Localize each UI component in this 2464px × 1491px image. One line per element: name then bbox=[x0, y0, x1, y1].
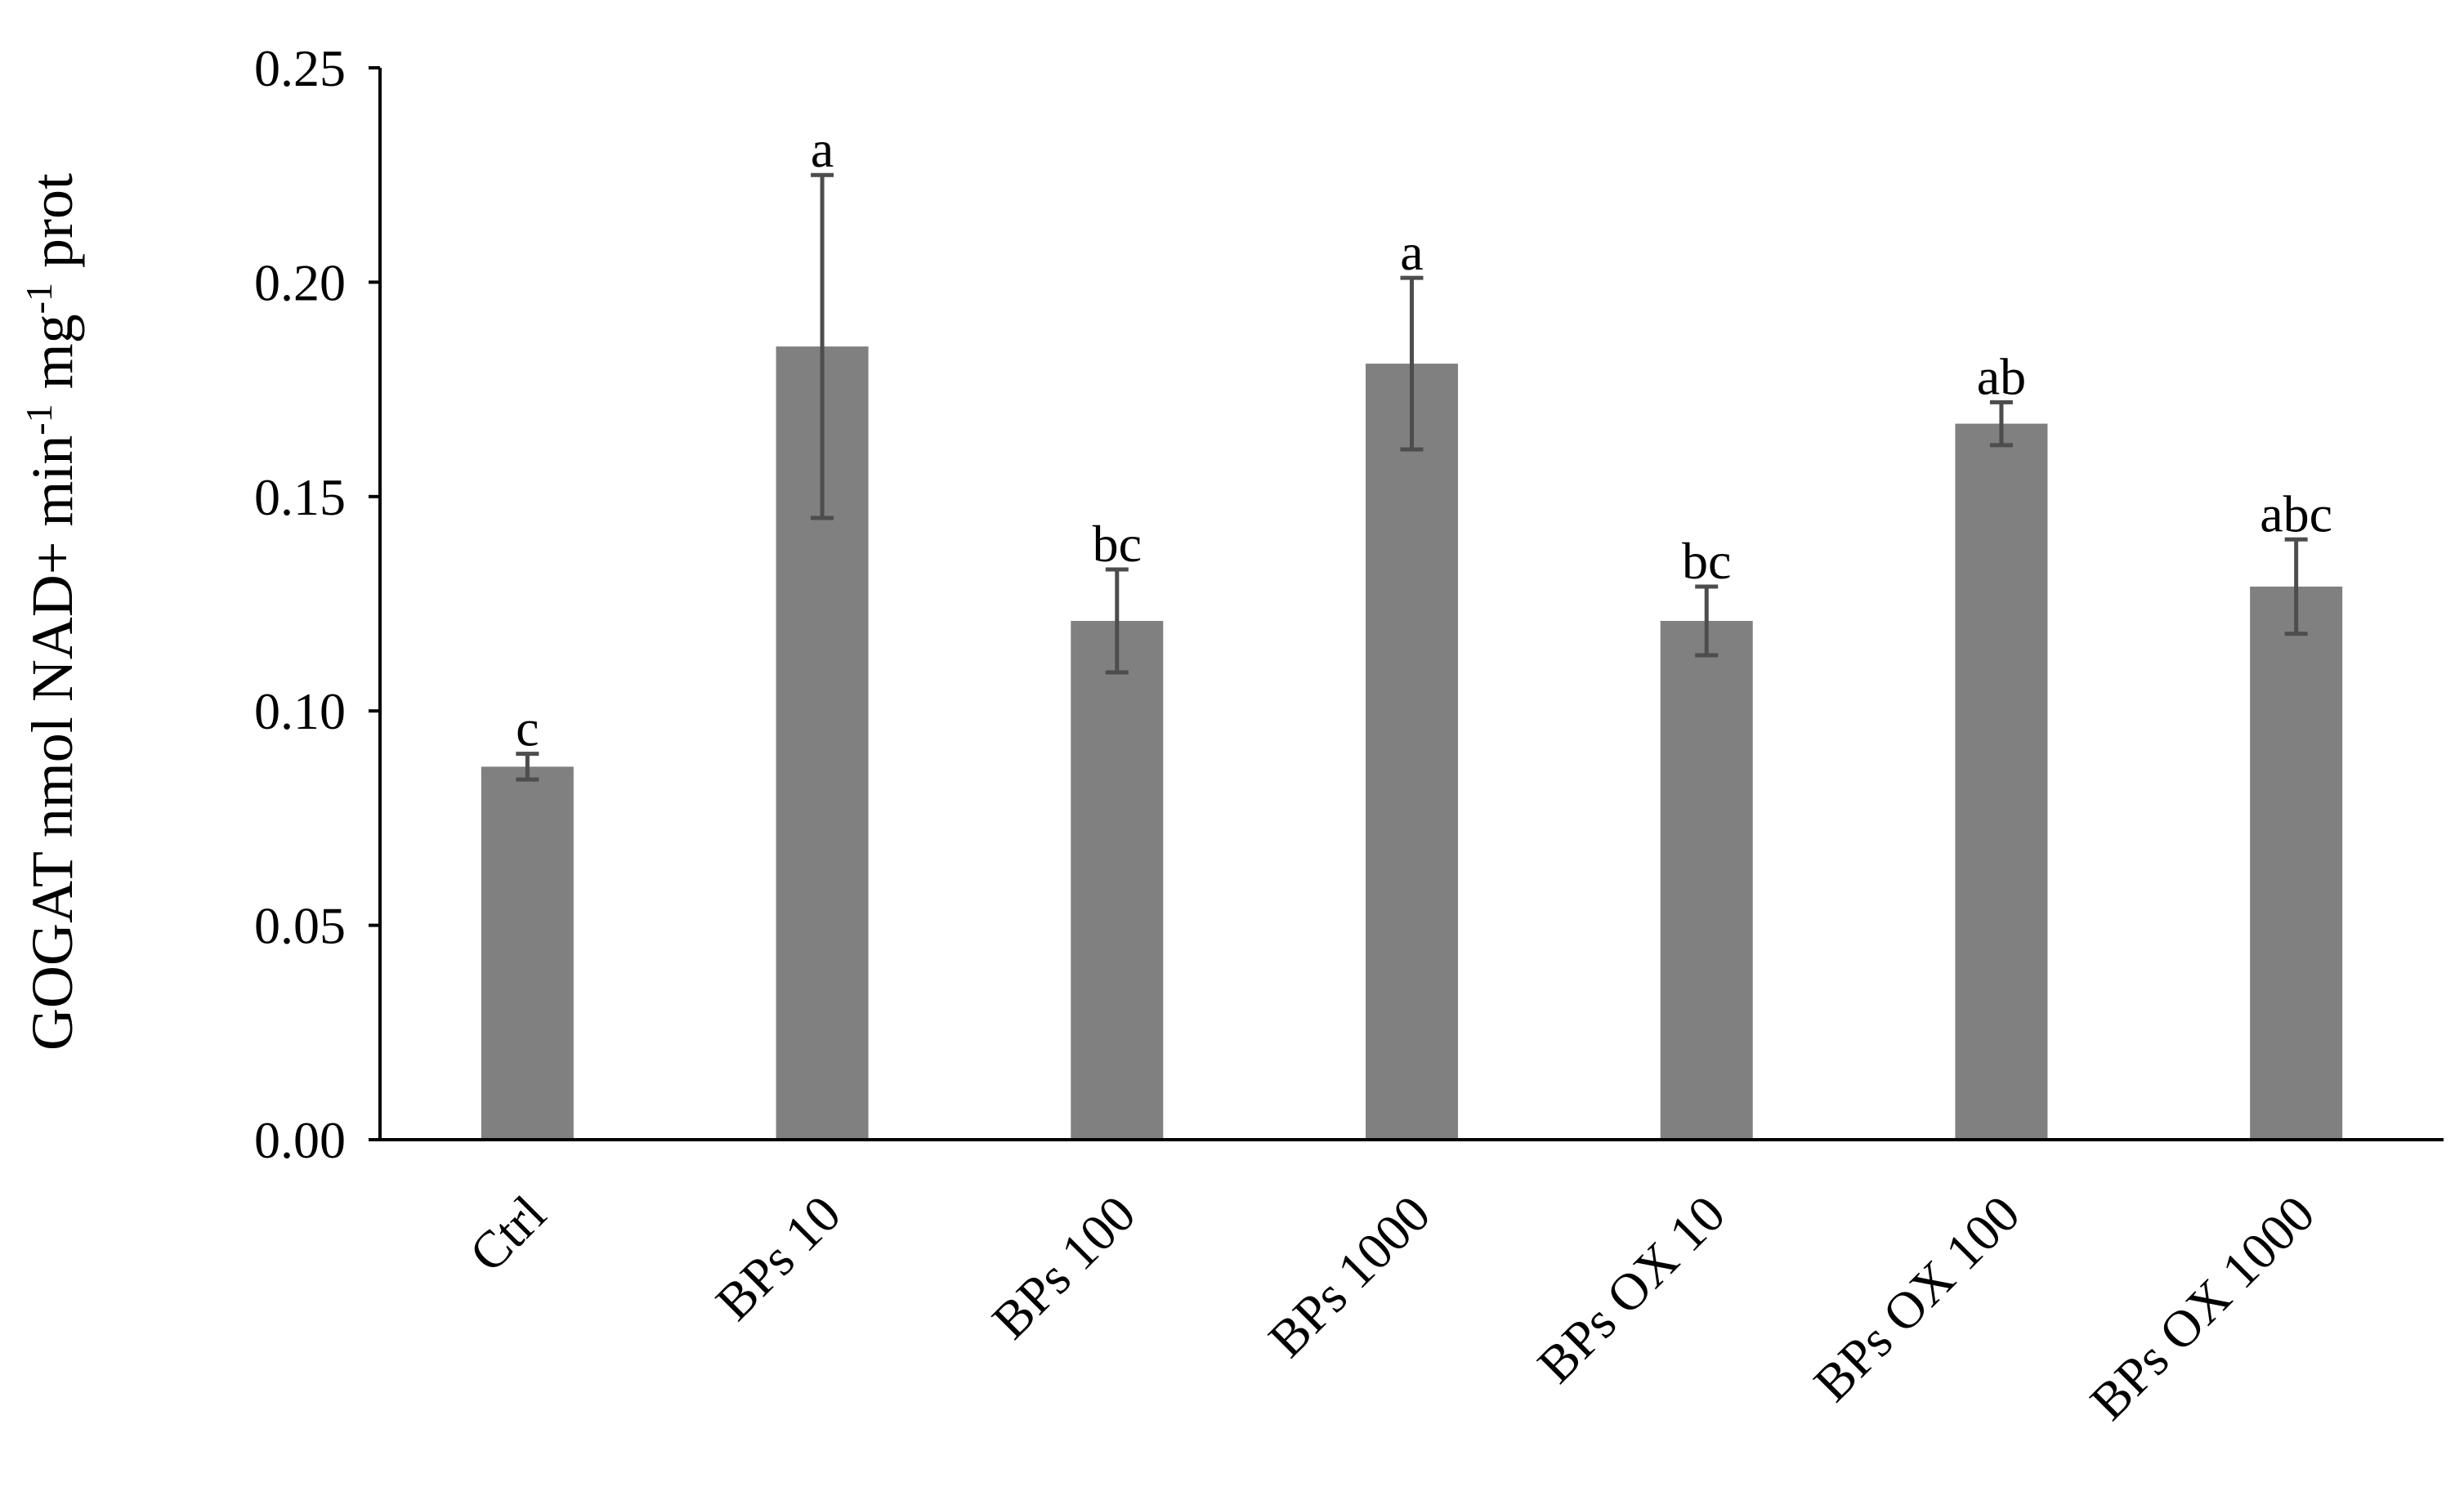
error-bars bbox=[516, 172, 2308, 782]
error-bar bbox=[811, 172, 834, 520]
significance-letter: bc bbox=[1682, 532, 1731, 590]
y-tick-label: 0.05 bbox=[254, 897, 346, 955]
y-axis-title-sup1: -1 bbox=[18, 404, 60, 435]
significance-letter: a bbox=[811, 120, 834, 178]
bar bbox=[1366, 364, 1458, 1140]
significance-letter: abc bbox=[2260, 484, 2332, 542]
x-tick-label: BPs 10 bbox=[704, 1185, 852, 1332]
significance-letter: c bbox=[516, 699, 539, 757]
x-tick-label: Ctrl bbox=[458, 1185, 557, 1283]
bar bbox=[1955, 423, 2048, 1140]
y-tick-label: 0.25 bbox=[254, 39, 346, 97]
y-axis-title-part3: prot bbox=[20, 173, 85, 283]
y-axis-ticks: 0.00 0.05 0.10 0.15 0.20 0.25 bbox=[254, 39, 380, 1169]
y-tick-label: 0.00 bbox=[254, 1111, 346, 1169]
x-tick-label: BPs OX 100 bbox=[1803, 1185, 2031, 1413]
bar bbox=[2250, 587, 2343, 1140]
y-tick-label: 0.10 bbox=[254, 682, 346, 740]
bar bbox=[1660, 620, 1753, 1140]
x-axis-labels: Ctrl BPs 10 BPs 100 BPs 1000 BPs OX 10 BPs OX… bbox=[458, 1185, 2326, 1431]
error-bar bbox=[1400, 275, 1424, 452]
x-tick-label: BPs 1000 bbox=[1257, 1185, 1441, 1368]
error-bar bbox=[1695, 584, 1719, 658]
y-tick-label: 0.20 bbox=[254, 253, 346, 311]
significance-letter: ab bbox=[1977, 347, 2026, 405]
y-tick-label: 0.15 bbox=[254, 468, 346, 526]
x-tick-label: BPs OX 10 bbox=[1527, 1185, 1736, 1394]
y-axis-title-part1: GOGAT nmol NAD+ min bbox=[20, 435, 85, 1051]
bars bbox=[481, 346, 2343, 1140]
error-bar bbox=[1105, 567, 1129, 675]
significance-letter: bc bbox=[1093, 515, 1142, 573]
error-bar bbox=[516, 752, 539, 782]
bar bbox=[481, 766, 574, 1140]
y-axis-title-sup2: -1 bbox=[18, 283, 60, 314]
error-bar bbox=[1989, 400, 2013, 448]
x-tick-label: BPs 100 bbox=[981, 1185, 1146, 1350]
error-bar bbox=[2284, 537, 2308, 636]
significance-letter: a bbox=[1400, 223, 1423, 281]
y-axis-title: GOGAT nmol NAD+ min-1 mg-1 prot bbox=[18, 173, 86, 1051]
bar bbox=[1071, 620, 1164, 1140]
x-tick-label: BPs OX 1000 bbox=[2079, 1185, 2326, 1431]
y-axis-title-part2: mg bbox=[20, 314, 85, 404]
